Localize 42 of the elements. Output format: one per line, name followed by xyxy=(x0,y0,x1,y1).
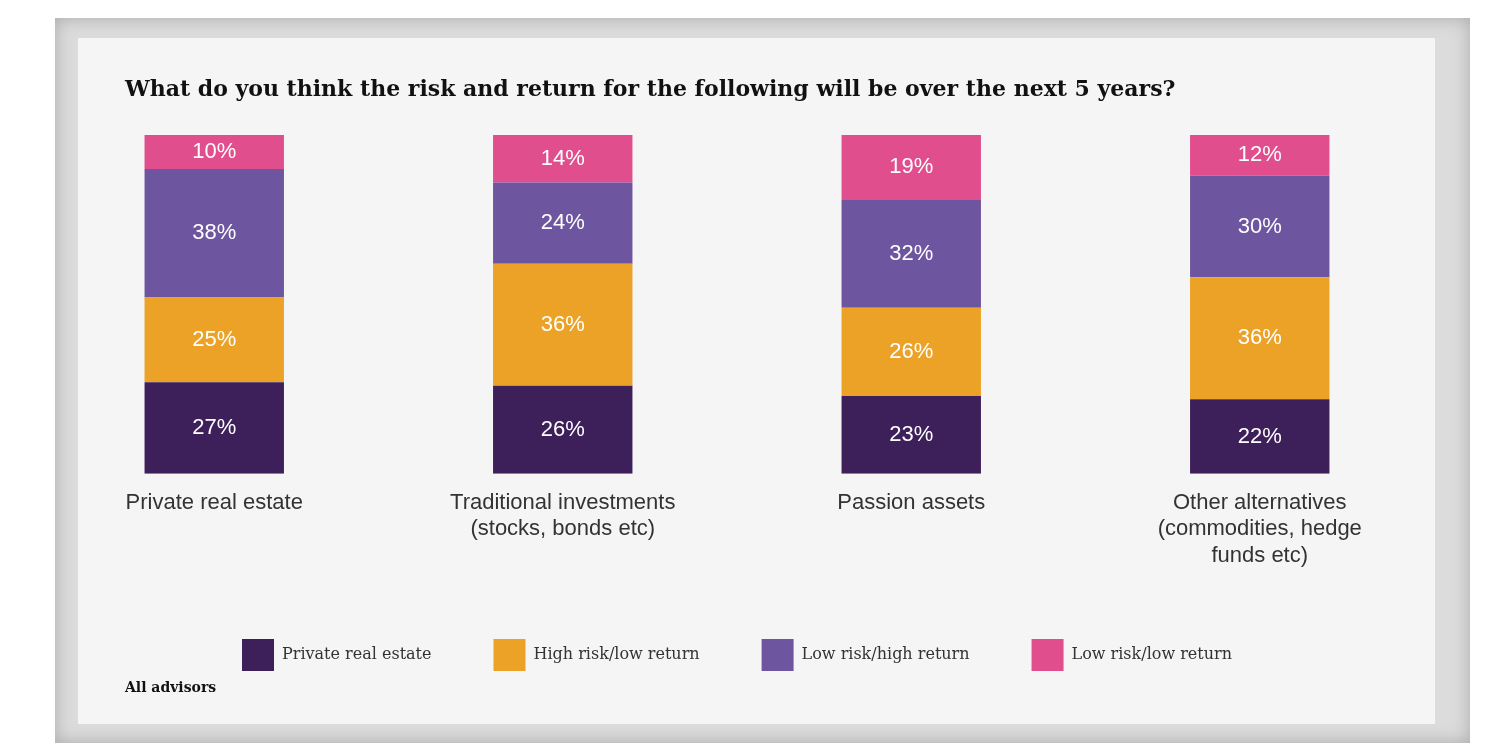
data-label: 27% xyxy=(192,414,237,440)
data-label: 24% xyxy=(540,209,585,235)
bar xyxy=(493,135,633,183)
bar xyxy=(1190,135,1330,176)
data-label: 26% xyxy=(540,415,585,441)
x-tick-label: Passion assets xyxy=(837,489,986,515)
bar xyxy=(841,307,981,396)
data-label: 38% xyxy=(192,219,237,245)
data-label: 30% xyxy=(1237,212,1282,238)
data-label: 32% xyxy=(889,239,934,265)
bar xyxy=(841,199,981,308)
bar xyxy=(493,182,633,264)
bar xyxy=(144,168,284,298)
text: All advisors xyxy=(124,679,217,695)
data-label: 36% xyxy=(540,310,585,336)
data-label: 12% xyxy=(1237,141,1282,167)
data-label: 23% xyxy=(889,420,934,446)
data-label: 22% xyxy=(1237,422,1282,448)
data-label: 14% xyxy=(540,144,585,170)
legend-label: High risk/low return xyxy=(533,644,700,664)
bar xyxy=(841,395,981,474)
data-label: 10% xyxy=(192,138,237,163)
data-label: 19% xyxy=(889,153,934,179)
bar xyxy=(493,263,633,386)
x-tick-label: Traditional investments (stocks, bonds etc) xyxy=(450,489,676,541)
bar xyxy=(1190,399,1330,474)
bar xyxy=(1190,277,1330,400)
bar xyxy=(144,382,284,474)
x-tick-label: Other alternatives (commodities, hedge funds etc) xyxy=(1157,489,1362,567)
bar xyxy=(144,135,284,169)
bar xyxy=(493,385,633,474)
legend-label: Low risk/high return xyxy=(801,644,970,664)
data-label: 36% xyxy=(1237,324,1282,350)
data-label: 25% xyxy=(192,326,237,352)
bar xyxy=(841,135,981,200)
bar xyxy=(144,297,284,383)
legend-label: Private real estate xyxy=(282,644,432,664)
chart-title: What do you think the risk and return for the following will be over the next 5 years? xyxy=(124,75,1176,101)
data-label: 26% xyxy=(889,337,934,363)
legend-label: Low risk/low return xyxy=(1071,644,1232,664)
bar xyxy=(1190,175,1330,278)
x-tick-label: Private real estate xyxy=(125,489,303,515)
